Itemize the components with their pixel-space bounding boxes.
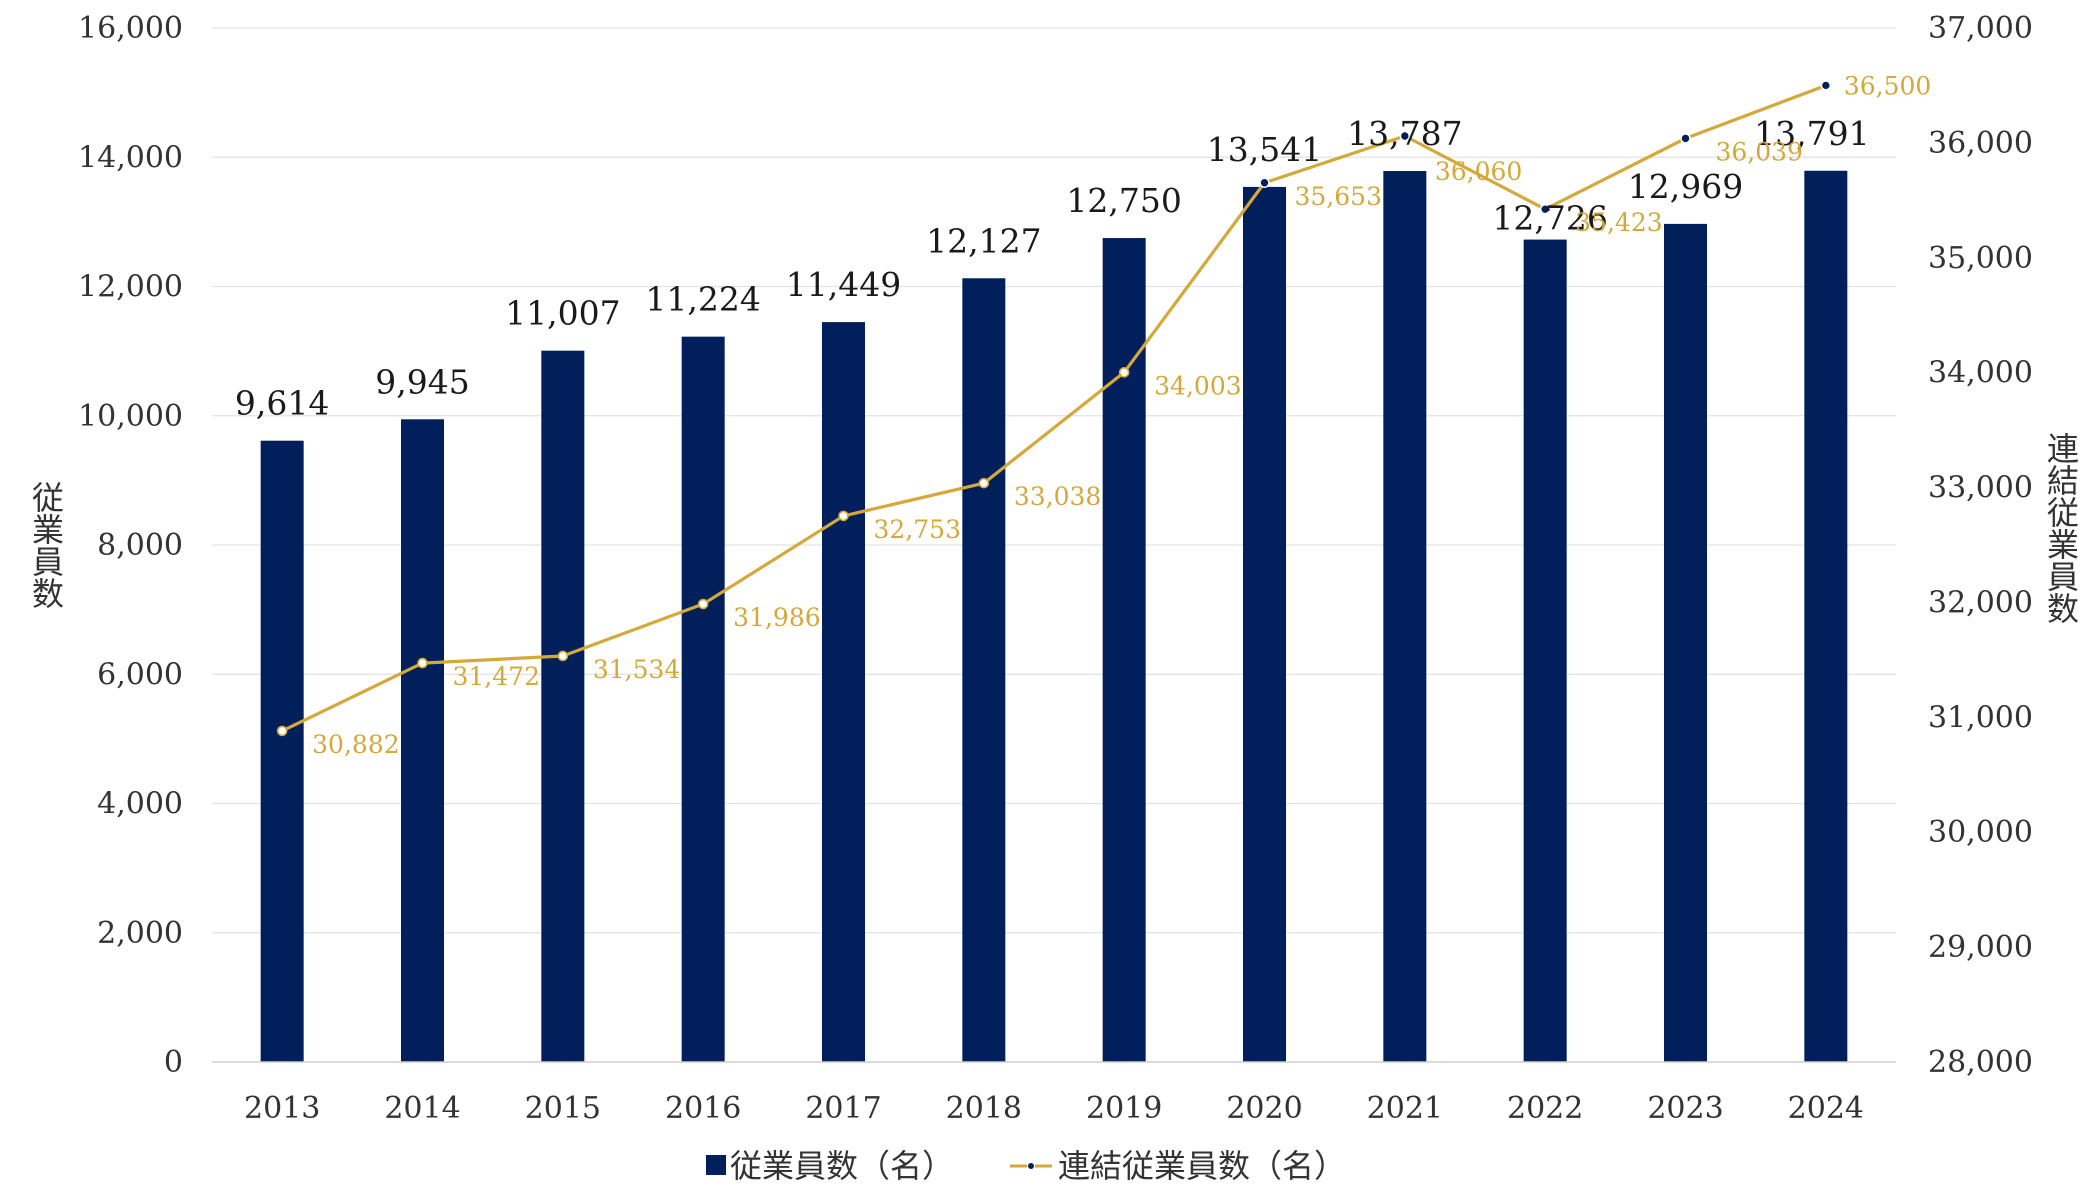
line-value-label: 36,060: [1435, 157, 1522, 186]
bar-value-label: 12,127: [926, 221, 1041, 260]
line-path: [281, 83, 1827, 733]
axes: 0 2,000 4,000 6,000 8,000 10,000 12,000 14,000 1…: [78, 11, 2033, 1126]
y-left-tick-label: 14,000: [78, 140, 183, 175]
x-tick-label: 2021: [1367, 1091, 1443, 1126]
line-point: [1680, 133, 1691, 144]
y-left-tick-label: 4,000: [97, 787, 183, 822]
y-left-axis-title: 従業員数: [27, 481, 65, 609]
bar: [1523, 239, 1567, 1062]
legend-bar-swatch: [706, 1155, 726, 1175]
y-right-tick-label: 28,000: [1928, 1045, 2033, 1080]
legend-line-marker: [1027, 1162, 1035, 1170]
y-left-tick-label: 12,000: [78, 270, 183, 305]
line-point: [697, 598, 709, 610]
line-series: [276, 80, 1832, 737]
line-value-label: 35,653: [1295, 182, 1382, 211]
line-point: [276, 725, 288, 737]
bar: [1804, 170, 1848, 1063]
line-value-label: 32,753: [874, 515, 961, 544]
legend-bar-label: 従業員数（名）: [730, 1147, 954, 1185]
x-tick-label: 2022: [1507, 1091, 1583, 1126]
y-right-tick-label: 30,000: [1928, 815, 2033, 850]
x-tick-label: 2019: [1086, 1091, 1162, 1126]
line-value-label: 31,534: [593, 655, 680, 684]
bar-value-label: 9,945: [375, 362, 469, 401]
y-right-tick-label: 31,000: [1928, 700, 2033, 735]
bar-value-label: 13,791: [1754, 114, 1869, 153]
bar: [401, 419, 444, 1062]
x-tick-label: 2023: [1647, 1091, 1723, 1126]
x-tick-label: 2017: [805, 1091, 881, 1126]
bar: [260, 440, 304, 1062]
bar: [1383, 171, 1427, 1062]
line-point: [557, 650, 569, 662]
x-tick-label: 2015: [525, 1091, 601, 1126]
y-left-tick-label: 6,000: [97, 657, 183, 692]
bar-value-label: 11,449: [786, 265, 901, 304]
line-point: [978, 477, 990, 489]
line-point: [1539, 203, 1551, 215]
legend-line-label: 連結従業員数（名）: [1058, 1147, 1346, 1185]
y-right-tick-label: 29,000: [1928, 930, 2033, 965]
x-tick-label: 2016: [665, 1091, 741, 1126]
line-value-label: 36,500: [1844, 71, 1931, 100]
line-value-label: 33,038: [1014, 482, 1101, 511]
y-right-tick-label: 33,000: [1928, 471, 2033, 506]
bar: [1664, 223, 1707, 1063]
bar-value-label: 9,614: [235, 384, 329, 423]
line-point: [838, 510, 849, 522]
line-point: [417, 657, 428, 669]
x-tick-label: 2020: [1226, 1091, 1302, 1126]
bar-value-label: 13,787: [1347, 114, 1462, 153]
bar: [1102, 238, 1146, 1062]
bar: [1243, 186, 1286, 1063]
line-value-label: 31,986: [733, 603, 820, 632]
x-tick-label: 2014: [384, 1091, 460, 1126]
line-point: [1820, 80, 1832, 91]
y-left-tick-label: 10,000: [78, 399, 183, 434]
line-point: [1118, 367, 1130, 378]
bar-value-label: 11,224: [645, 280, 760, 319]
line-point: [1399, 130, 1411, 142]
line-point: [1259, 177, 1270, 189]
line-value-label: 30,882: [312, 730, 399, 759]
y-right-tick-label: 37,000: [1928, 11, 2033, 46]
bar-value-label: 12,969: [1628, 167, 1743, 206]
bar: [681, 336, 725, 1062]
bar-value-label: 13,541: [1207, 130, 1322, 169]
y-right-tick-label: 35,000: [1928, 241, 2033, 276]
bar: [962, 278, 1006, 1063]
line-value-label: 31,472: [453, 662, 540, 691]
y-left-tick-label: 16,000: [78, 11, 183, 46]
y-right-tick-label: 32,000: [1928, 585, 2033, 620]
y-right-tick-label: 36,000: [1928, 126, 2033, 161]
x-tick-label: 2018: [946, 1091, 1022, 1126]
bars: [260, 170, 1848, 1063]
y-left-tick-label: 8,000: [97, 528, 183, 563]
y-left-tick-label: 2,000: [97, 916, 183, 951]
line-value-label: 35,423: [1575, 208, 1662, 237]
line-value-label: 34,003: [1154, 371, 1241, 400]
y-right-axis-title: 連結従業員数: [2042, 432, 2080, 624]
bar-value-label: 12,726: [1492, 199, 1607, 238]
data-labels: 9,614 9,945 11,007 11,224 11,449 12,127 12,750…: [235, 71, 1931, 758]
bar: [541, 350, 585, 1063]
x-tick-label: 2013: [244, 1091, 320, 1126]
bar-value-label: 11,007: [505, 294, 620, 333]
y-right-tick-label: 34,000: [1928, 356, 2033, 391]
bar-value-label: 12,750: [1066, 181, 1181, 220]
line-value-label: 36,039: [1716, 137, 1803, 166]
grid-lines: [212, 27, 1896, 1063]
y-left-tick-label: 0: [164, 1045, 183, 1080]
x-tick-label: 2024: [1788, 1091, 1864, 1126]
bar: [822, 322, 865, 1062]
legend: 従業員数（名） 連結従業員数（名）: [706, 1147, 1346, 1185]
